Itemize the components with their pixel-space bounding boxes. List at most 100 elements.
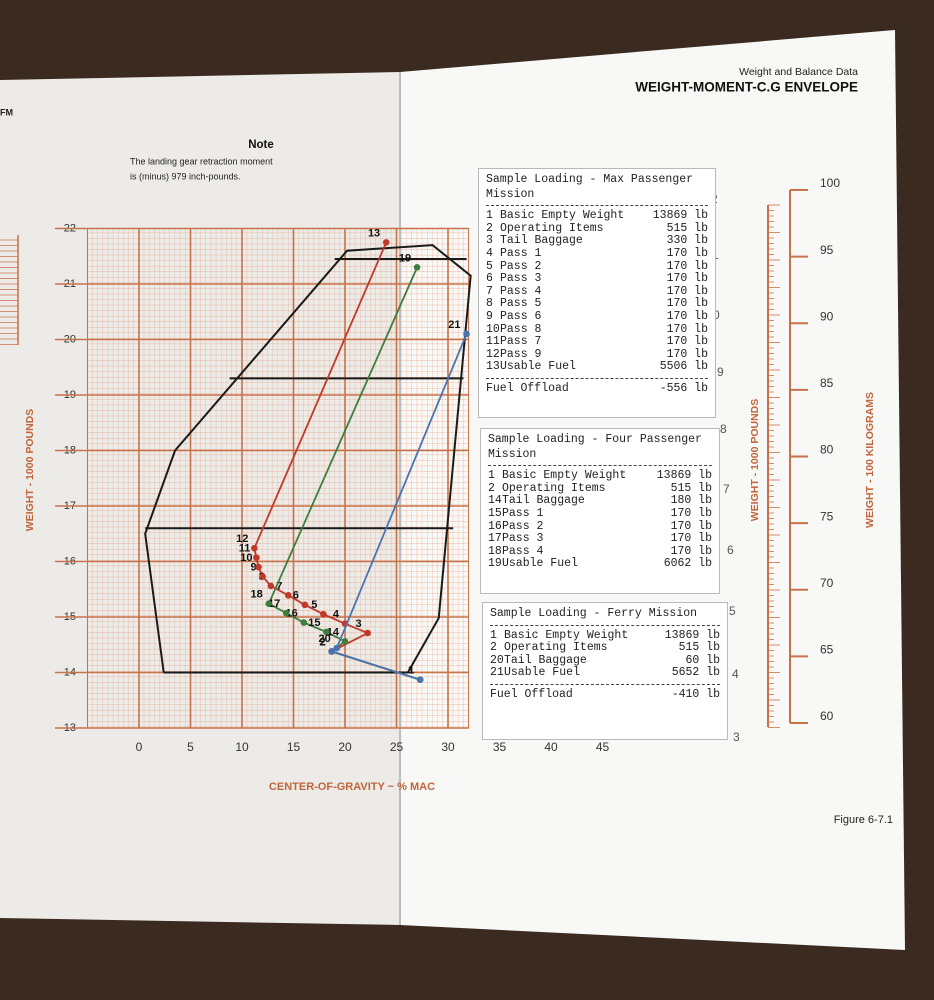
point-label: 5 [311,599,317,611]
x-tick-label: 0 [136,740,143,754]
row-item: Pass 7 [500,335,542,349]
card-row: 4 Pass 1 170 lb [486,246,708,261]
page-title: WEIGHT-MOMENT-C.G ENVELOPE [635,80,858,95]
row-weight: 13869 lb [664,628,720,642]
scale-fragment: 4 [732,667,739,681]
row-weight: 515 lb [670,481,712,495]
card-row: 10 Pass 8 170 lb [486,322,708,337]
row-item: Pass 6 [500,309,542,323]
row-item: Tail Baggage [504,653,587,667]
card-row: 8 Pass 5 170 lb [486,298,708,311]
row-weight: 60 lb [685,653,720,667]
point-label: 7 [276,580,282,592]
envelope [144,244,472,674]
row-weight: 170 lb [670,519,712,533]
y2-tick-label: 90 [820,309,834,323]
row-weight: 5506 lb [659,360,708,374]
loading-point [251,544,258,552]
row-number: 15 [488,506,502,520]
row-number: 4 [486,246,493,260]
point-label: 2 [319,636,325,648]
y2-tick-label: 70 [820,576,834,590]
card-row: 2 Operating Items 515 lb [490,642,720,655]
scale-fragment: 3 [733,730,740,744]
row-weight: 170 lb [666,246,708,260]
y2-tick-label: 80 [820,443,834,457]
card-row: 9 Pass 6 170 lb [486,309,708,324]
note-text: is (minus) 979 inch-pounds. [130,171,241,181]
card-row: 11 Pass 7 170 lb [486,336,708,349]
point-label: 17 [268,598,280,610]
row-weight: 170 lb [670,544,712,558]
note-title: Note [248,139,274,151]
card-row: 20 Tail Baggage 60 lb [490,653,720,668]
row-weight: 170 lb [666,297,708,311]
loading-point [364,629,371,637]
row-number: 14 [488,494,502,508]
x-tick-label: 15 [287,740,301,754]
row-weight: 330 lb [666,234,708,248]
row-number: 18 [488,544,502,558]
y2-axis-title: WEIGHT - 1000 POUNDS [749,399,761,522]
row-item: Pass 8 [500,322,542,336]
row-number: 9 [486,309,493,323]
point-label: 12 [236,533,248,545]
row-number: 21 [490,666,504,680]
card-row: 7 Pass 4 170 lb [486,284,708,299]
footer-weight: -556 lb [659,381,708,395]
card-title: Mission [486,187,535,201]
scale-fragment: 6 [727,543,734,557]
row-number: 7 [486,284,493,298]
row-item: Tail Baggage [502,494,585,508]
point-label: 1 [408,665,414,677]
row-number: 16 [488,519,502,533]
card-row: 2 Operating Items 515 lb [486,222,708,236]
point-label: 10 [240,552,252,564]
card-row: 17 Pass 3 170 lb [488,533,712,546]
row-weight: 170 lb [670,506,712,520]
row-item: Usable Fuel [504,666,580,680]
row-number: 12 [486,347,500,361]
loading-point [253,554,260,561]
point-label: 11 [239,543,251,555]
card-title: Mission [488,447,537,461]
grid-minor [87,228,469,728]
row-number: 1 [488,469,495,483]
row-weight: 180 lb [670,494,712,508]
row-number: 10 [486,322,500,336]
card-row: 19 Usable Fuel 6062 lb [488,558,712,571]
point-label: 2 [319,636,325,648]
scale-fragment: 5 [729,604,736,618]
card-row: 16 Pass 2 170 lb [488,519,712,534]
x-tick-label: 5 [187,740,194,754]
x-tick-label: 10 [235,740,249,754]
point-label: 6 [293,590,299,602]
y2-tick-label: 75 [820,509,834,523]
loading-point [255,563,262,571]
row-number: 1 [490,628,497,642]
loading-point [413,264,421,271]
y2-tick-label: 95 [820,243,834,257]
row-number: 8 [486,297,493,311]
loading-point [416,676,424,684]
row-number: 1 [486,209,493,223]
card-row: 3 Tail Baggage 330 lb [486,235,708,248]
x-tick-label: 40 [544,740,558,754]
row-number: 13 [486,360,500,374]
point-label: 1 [408,665,414,677]
x-axis-title: CENTER-OF-GRAVITY ~ % MAC [269,781,435,793]
row-item: Pass 1 [502,506,544,520]
loading-point [323,628,330,636]
card-row: 1 Basic Empty Weight 13869 lb [486,210,708,223]
row-weight: 6062 lb [663,557,712,571]
row-weight: 170 lb [666,309,708,323]
point-label: 14 [327,626,340,638]
separator [488,465,712,467]
card-row: 12 Pass 9 170 lb [486,347,708,362]
row-item: Pass 1 [500,246,542,260]
footer-item: Fuel Offload [490,687,573,701]
separator [486,205,708,207]
x-tick-label: 35 [493,740,507,754]
